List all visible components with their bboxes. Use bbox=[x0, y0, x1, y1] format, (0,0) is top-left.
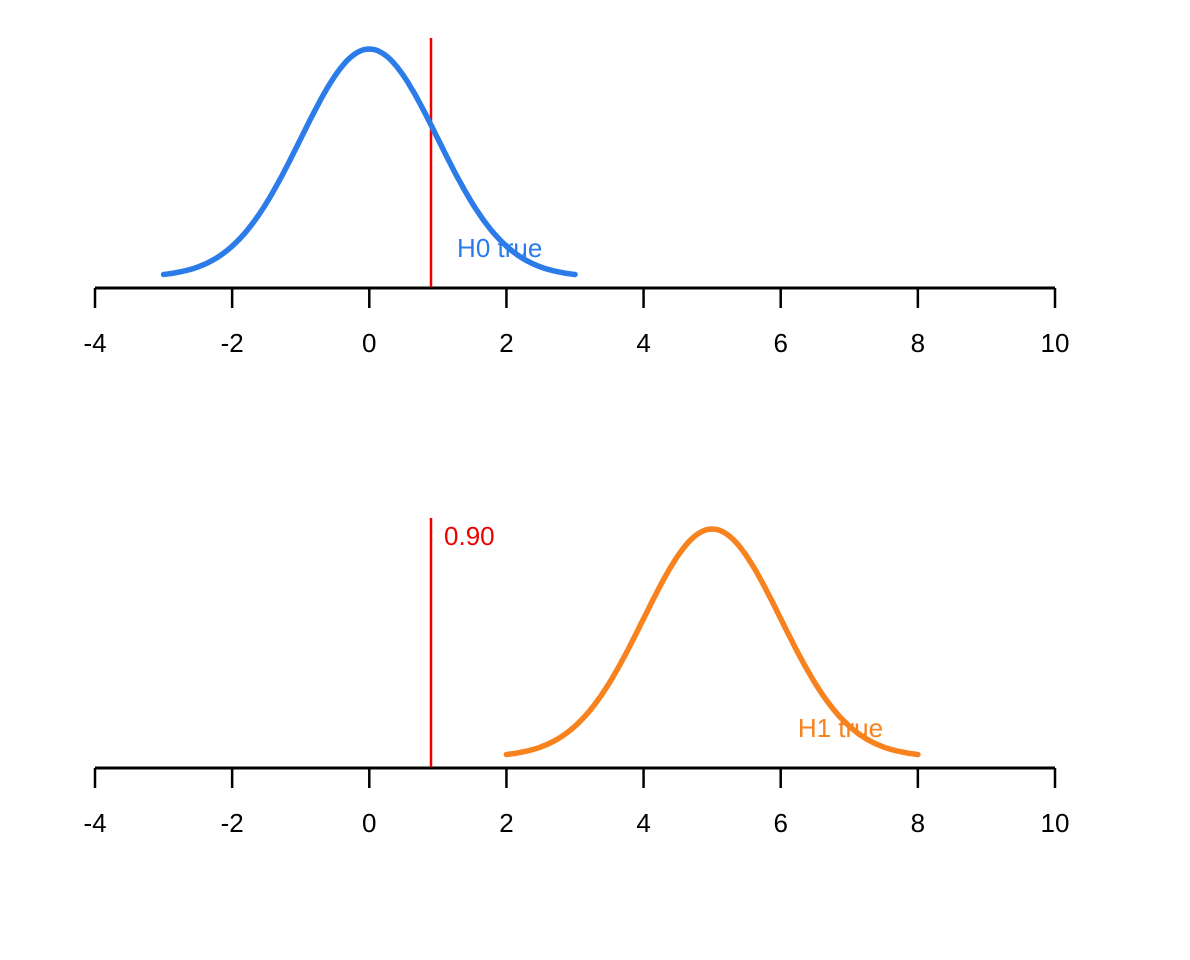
h1-panel: -4 -2 0 2 4 6 8 10 0.90 H1 true bbox=[0, 480, 1190, 960]
x-tick-label: 4 bbox=[636, 808, 650, 838]
x-tick-label: -2 bbox=[221, 328, 244, 358]
h1-plot-canvas: -4 -2 0 2 4 6 8 10 0.90 H1 true bbox=[83, 518, 1070, 838]
x-tick-label: -4 bbox=[83, 808, 106, 838]
x-tick-label: 2 bbox=[499, 328, 513, 358]
h1-density-curve bbox=[503, 526, 921, 758]
x-tick-label: -4 bbox=[83, 328, 106, 358]
x-tick-label: 10 bbox=[1041, 808, 1070, 838]
x-tick-label: 2 bbox=[499, 808, 513, 838]
h0-plot-canvas: -4 -2 0 2 4 6 8 10 H0 true bbox=[83, 38, 1070, 358]
h0-curve-label: H0 true bbox=[457, 233, 542, 263]
h0-density-curve bbox=[160, 46, 578, 278]
x-tick-label: 4 bbox=[636, 328, 650, 358]
x-tick-label: 10 bbox=[1041, 328, 1070, 358]
x-tick-label: 6 bbox=[773, 808, 787, 838]
h0-panel: -4 -2 0 2 4 6 8 10 H0 true bbox=[83, 38, 1070, 358]
x-tick-label: 8 bbox=[911, 808, 925, 838]
x-tick-label: 8 bbox=[911, 328, 925, 358]
x-tick-label: -2 bbox=[221, 808, 244, 838]
h1-curve-label: H1 true bbox=[798, 713, 883, 743]
x-tick-label: 6 bbox=[773, 328, 787, 358]
x-tick-label: 0 bbox=[362, 328, 376, 358]
cutoff-value-label: 0.90 bbox=[444, 521, 495, 551]
x-tick-label: 0 bbox=[362, 808, 376, 838]
